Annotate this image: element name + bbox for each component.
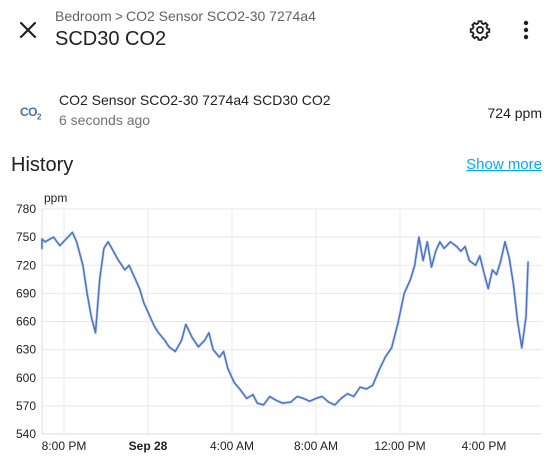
series-line-halo	[40, 230, 530, 407]
history-heading: History	[11, 154, 74, 176]
y-tick-label: 780	[16, 202, 36, 216]
molecule-co2-icon: CO2	[20, 105, 41, 122]
dots-vertical-icon	[523, 20, 529, 40]
dialog-header: Bedroom > CO2 Sensor SCO2-30 7274a4 SCD30 …	[0, 0, 550, 60]
y-tick-label: 690	[16, 286, 36, 300]
x-tick-label: 8:00 PM	[42, 439, 87, 453]
more-options-button[interactable]	[514, 16, 538, 44]
y-tick-label: 540	[16, 427, 36, 441]
y-tick-label: 720	[16, 258, 36, 272]
gear-icon	[469, 20, 491, 41]
history-chart[interactable]: ppm 540 570 600 630 660 690 720 750 780 8:00 PM Sep…	[0, 186, 550, 473]
entity-name: CO2 Sensor SCO2-30 7274a4 SCD30 CO2	[59, 92, 331, 108]
entity-state-row[interactable]: CO2 CO2 Sensor SCO2-30 7274a4 SCD30 CO2 …	[0, 86, 550, 136]
x-tick-label: 4:00 PM	[462, 439, 507, 453]
y-tick-label: 660	[16, 315, 36, 329]
series-line[interactable]	[41, 231, 529, 406]
show-more-link[interactable]: Show more	[466, 156, 542, 173]
entity-state-value: 724 ppm	[487, 105, 542, 121]
y-tick-label: 570	[16, 399, 36, 413]
breadcrumb-area[interactable]: Bedroom	[55, 8, 112, 24]
y-tick-label: 600	[16, 371, 36, 385]
x-tick-label: Sep 28	[129, 439, 168, 453]
y-axis-label: ppm	[44, 191, 67, 205]
dialog-title: SCD30 CO2	[55, 28, 167, 50]
x-tick-label: 4:00 AM	[210, 439, 254, 453]
x-tick-label: 8:00 AM	[294, 439, 338, 453]
close-button[interactable]	[14, 16, 42, 44]
breadcrumb-separator: >	[114, 8, 123, 24]
y-tick-label: 630	[16, 343, 36, 357]
breadcrumb: Bedroom > CO2 Sensor SCO2-30 7274a4	[55, 8, 316, 24]
breadcrumb-device[interactable]: CO2 Sensor SCO2-30 7274a4	[126, 8, 316, 24]
last-changed-time: 6 seconds ago	[59, 112, 151, 128]
settings-button[interactable]	[466, 16, 494, 44]
close-icon	[19, 21, 37, 39]
x-tick-label: 12:00 PM	[374, 439, 425, 453]
y-tick-label: 750	[16, 230, 36, 244]
